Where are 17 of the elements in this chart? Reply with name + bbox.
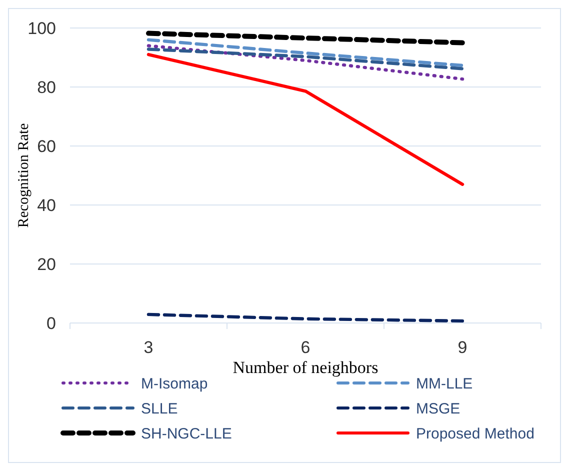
legend-label: MSGE — [416, 400, 460, 418]
legend-label: SLLE — [141, 400, 178, 418]
y-axis-title: Recognition Rate — [16, 122, 32, 228]
y-tick-label: 20 — [37, 254, 56, 274]
x-axis-title: Number of neighbors — [232, 358, 378, 377]
legend-label: MM-LLE — [416, 375, 473, 392]
y-tick-label: 100 — [28, 18, 56, 38]
y-tick-label: 0 — [46, 314, 56, 333]
x-tick-label: 9 — [458, 338, 468, 357]
y-tick-label: 60 — [37, 136, 56, 156]
legend-label: M-Isomap — [141, 375, 208, 392]
x-tick-label: 3 — [144, 338, 154, 357]
legend-label: SH-NGC-LLE — [141, 425, 232, 442]
y-tick-label: 40 — [37, 196, 56, 215]
y-tick-label: 80 — [37, 78, 56, 97]
x-tick-label: 6 — [300, 338, 310, 357]
legend-label: Proposed Method — [416, 425, 534, 442]
